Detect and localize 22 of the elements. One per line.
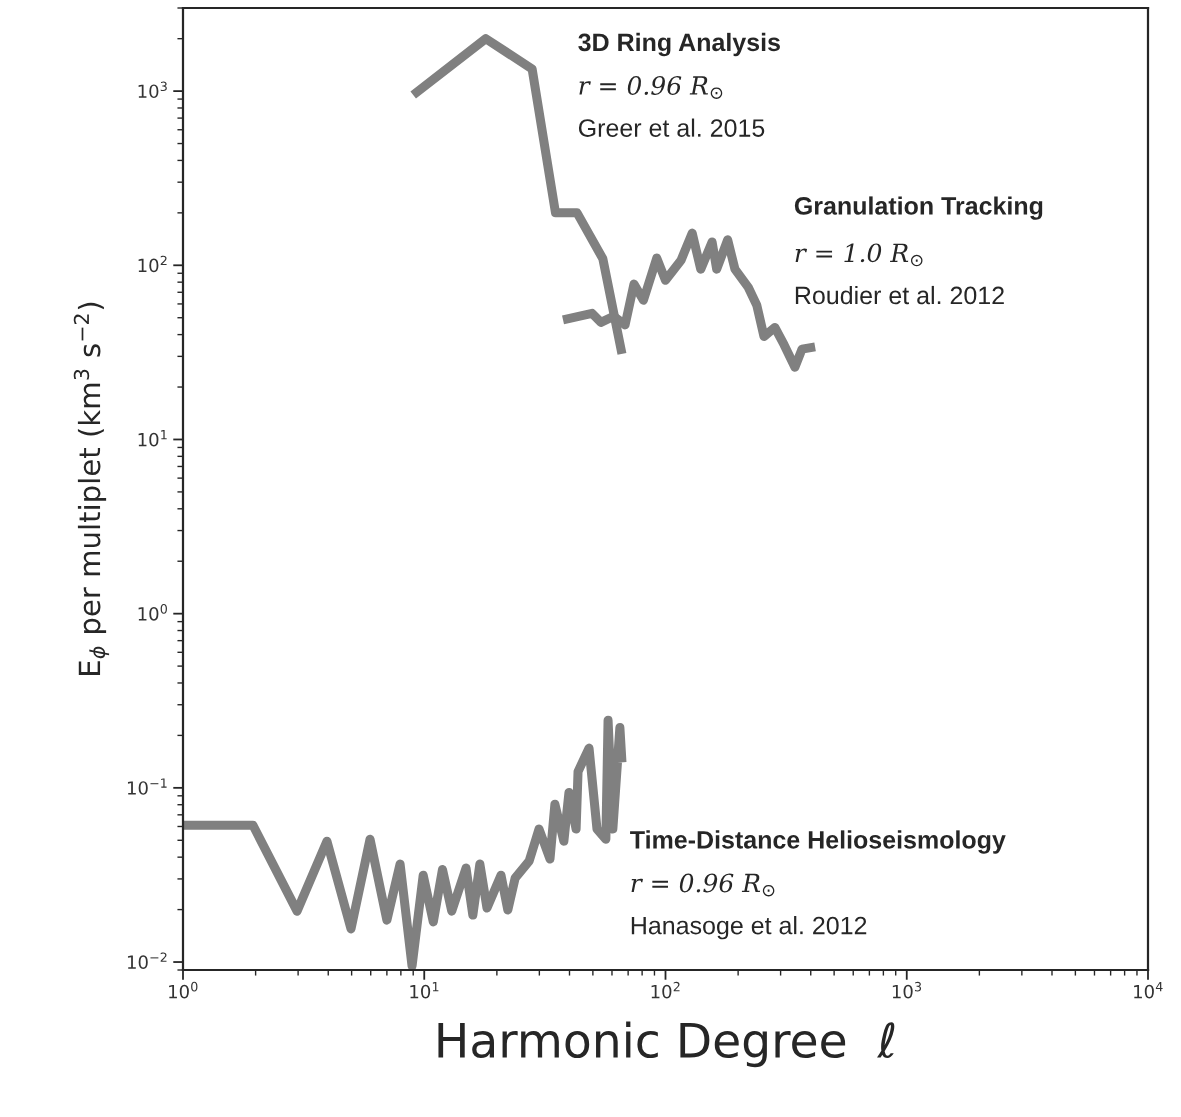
y-tick-label: 10$^{1}$	[138, 430, 167, 447]
annotation: r = 0.96 R$_{⊙}$	[631, 873, 775, 897]
y-tick-label: 10$^{3}$	[138, 81, 167, 99]
x-axis-title: Harmonic Degree ℓ	[438, 1021, 895, 1068]
x-tick-label: 10$^{0}$	[169, 981, 198, 999]
annotation: Granulation Tracking	[794, 196, 1043, 220]
annotation: Greer et al. 2015	[578, 118, 765, 137]
annotation: r = 0.96 R$_{⊙}$	[579, 75, 723, 99]
annotation: Time-Distance Helioseismology	[630, 830, 1006, 854]
y-axis-title: E$_{ϕ}$ per multiplet (km$^{3}$ s$^{−2}$)	[73, 302, 110, 675]
annotation: Hanasoge et al. 2012	[631, 916, 867, 940]
y-tick-label: 10$^{−2}$	[127, 952, 167, 970]
annotation: 3D Ring Analysis	[578, 32, 780, 57]
x-tick-label: 10$^{4}$	[1134, 982, 1163, 999]
y-tick-label: 10$^{2}$	[138, 255, 167, 273]
x-tick-label: 10$^{1}$	[410, 982, 439, 999]
y-tick-label: 10$^{−1}$	[127, 778, 167, 795]
x-tick-label: 10$^{3}$	[892, 981, 922, 999]
annotation: r = 1.0 R$_{⊙}$	[795, 243, 923, 267]
x-tick-label: 10$^{2}$	[651, 981, 680, 999]
annotation: Roudier et al. 2012	[795, 285, 1004, 305]
y-tick-label: 10$^{0}$	[138, 604, 167, 621]
